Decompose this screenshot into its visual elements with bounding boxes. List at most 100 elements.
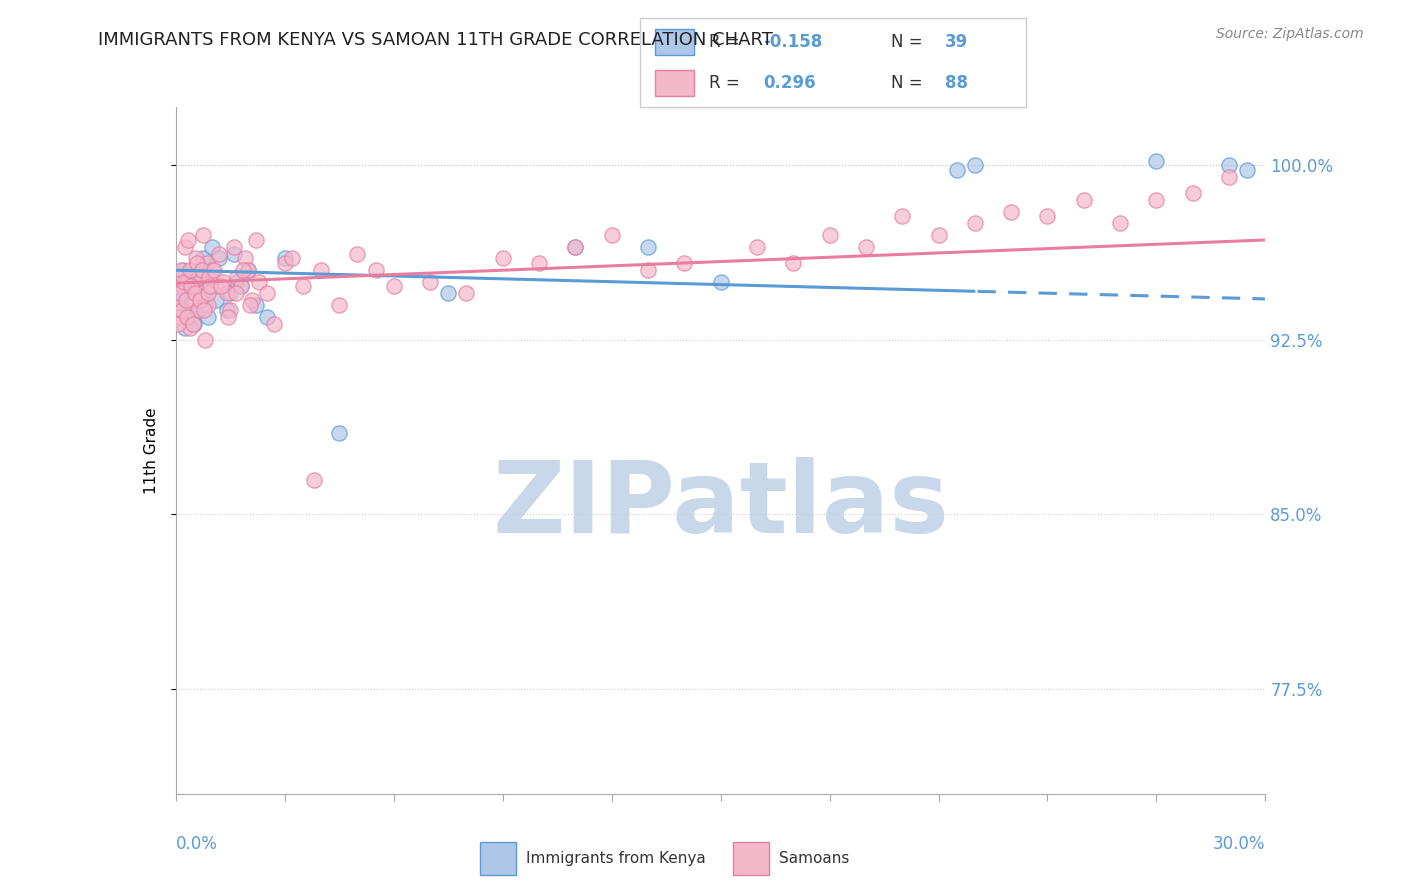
Point bbox=[233, 252, 256, 266]
Point bbox=[239, 298, 262, 312]
Point bbox=[190, 293, 212, 308]
Point bbox=[173, 321, 195, 335]
Point bbox=[437, 286, 460, 301]
Point bbox=[637, 263, 659, 277]
Point bbox=[247, 275, 270, 289]
Point bbox=[225, 286, 247, 301]
Point bbox=[202, 263, 225, 277]
Point bbox=[183, 293, 205, 308]
Text: N =: N = bbox=[891, 33, 928, 51]
Point bbox=[198, 270, 221, 285]
Point bbox=[188, 302, 211, 317]
Point bbox=[226, 275, 249, 289]
Text: 39: 39 bbox=[945, 33, 969, 51]
Point bbox=[186, 302, 209, 317]
Point bbox=[212, 275, 235, 289]
Text: 0.0%: 0.0% bbox=[176, 835, 218, 853]
Point bbox=[215, 286, 238, 301]
Point bbox=[208, 252, 231, 266]
Text: Samoans: Samoans bbox=[779, 851, 849, 866]
Point bbox=[172, 279, 194, 293]
Point bbox=[191, 263, 214, 277]
Point bbox=[637, 240, 659, 254]
Point bbox=[166, 317, 188, 331]
Point bbox=[215, 302, 238, 317]
Point bbox=[818, 228, 841, 243]
Point bbox=[328, 298, 350, 312]
Point bbox=[256, 286, 278, 301]
Text: ZIPatlas: ZIPatlas bbox=[492, 457, 949, 554]
Point bbox=[217, 310, 239, 324]
Point bbox=[191, 228, 214, 243]
Point bbox=[170, 293, 193, 308]
Point bbox=[222, 246, 245, 260]
Point bbox=[179, 310, 201, 324]
FancyBboxPatch shape bbox=[481, 842, 516, 874]
Point bbox=[186, 263, 209, 277]
Text: N =: N = bbox=[891, 74, 928, 92]
Point bbox=[256, 310, 278, 324]
Point bbox=[179, 321, 201, 335]
Point bbox=[231, 279, 253, 293]
Point bbox=[527, 256, 550, 270]
Point bbox=[238, 263, 260, 277]
Point bbox=[194, 333, 217, 347]
Point bbox=[963, 217, 986, 231]
Text: 30.0%: 30.0% bbox=[1213, 835, 1265, 853]
Point bbox=[274, 252, 297, 266]
Point bbox=[176, 310, 198, 324]
Point bbox=[281, 252, 304, 266]
Point bbox=[891, 210, 914, 224]
Point bbox=[231, 279, 253, 293]
Point bbox=[219, 302, 242, 317]
Text: 88: 88 bbox=[945, 74, 969, 92]
Point bbox=[928, 228, 950, 243]
Point bbox=[195, 256, 218, 270]
Point bbox=[197, 286, 219, 301]
Point bbox=[782, 256, 804, 270]
Text: Immigrants from Kenya: Immigrants from Kenya bbox=[526, 851, 706, 866]
Point bbox=[208, 246, 231, 260]
Point bbox=[263, 317, 285, 331]
Point bbox=[181, 286, 204, 301]
Point bbox=[673, 256, 696, 270]
Point bbox=[302, 473, 325, 487]
Point bbox=[176, 275, 198, 289]
Point bbox=[166, 286, 188, 301]
Point bbox=[600, 228, 623, 243]
Point bbox=[364, 263, 387, 277]
Point bbox=[184, 279, 207, 293]
Y-axis label: 11th Grade: 11th Grade bbox=[143, 407, 159, 494]
Point bbox=[245, 298, 267, 312]
Point bbox=[191, 252, 214, 266]
Point bbox=[200, 279, 222, 293]
Point bbox=[232, 263, 254, 277]
Point bbox=[219, 286, 242, 301]
Point bbox=[564, 240, 586, 254]
FancyBboxPatch shape bbox=[734, 842, 769, 874]
Point bbox=[1036, 210, 1059, 224]
Point bbox=[194, 298, 217, 312]
Point bbox=[181, 263, 204, 277]
Point bbox=[1109, 217, 1132, 231]
Point bbox=[492, 252, 515, 266]
Point bbox=[169, 286, 191, 301]
FancyBboxPatch shape bbox=[655, 70, 695, 96]
Point bbox=[172, 302, 194, 317]
Point bbox=[745, 240, 768, 254]
Point bbox=[1000, 204, 1022, 219]
FancyBboxPatch shape bbox=[640, 18, 1026, 107]
Point bbox=[177, 233, 200, 247]
Point bbox=[240, 293, 263, 308]
Point bbox=[855, 240, 877, 254]
Point bbox=[1146, 193, 1168, 207]
Point bbox=[204, 279, 226, 293]
Text: R =: R = bbox=[710, 33, 745, 51]
Point bbox=[183, 286, 205, 301]
Point bbox=[174, 293, 197, 308]
Point bbox=[188, 270, 211, 285]
Point bbox=[170, 263, 193, 277]
Point bbox=[190, 286, 212, 301]
Point bbox=[197, 298, 219, 312]
Point bbox=[309, 263, 332, 277]
